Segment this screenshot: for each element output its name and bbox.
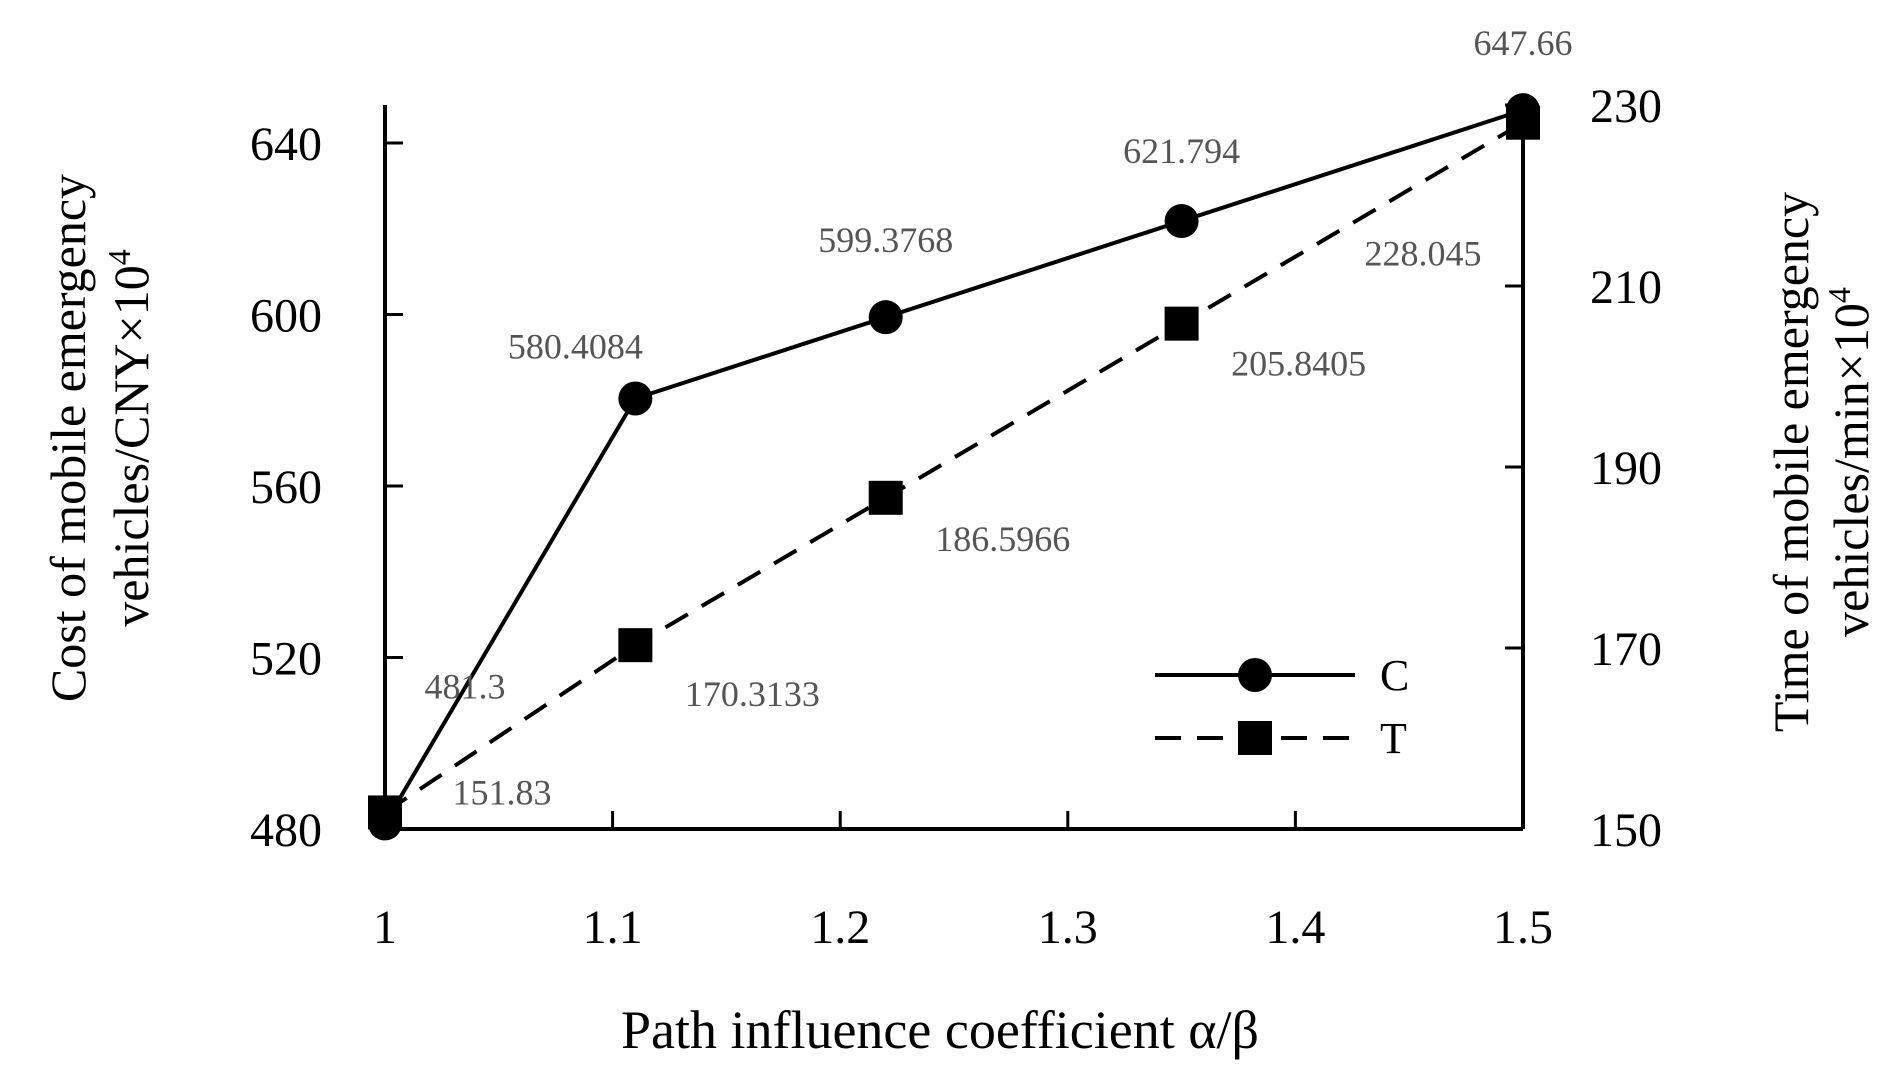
series-line-T [383, 120, 1525, 815]
y-left-title-line1: Cost of mobile emergency [40, 174, 96, 702]
data-label-T: 151.83 [453, 772, 552, 812]
y-left-tick-label: 560 [250, 461, 322, 514]
x-tick-label: 1.5 [1493, 901, 1553, 954]
legend-label-T: T [1380, 714, 1407, 763]
y-left-tick-label: 640 [250, 118, 322, 171]
legend-marker-T [1238, 721, 1272, 755]
y-left-title-line2-text: vehicles/CNY×10 [103, 265, 159, 626]
axes: 1 1.1 1.2 1.3 1.4 1.5 480 520 560 600 640 150 170 190… [250, 80, 1662, 954]
series-point-T [1164, 306, 1199, 341]
y-left-tick-label: 600 [250, 290, 322, 343]
y-right-tick-label: 210 [1590, 261, 1662, 314]
series-point-C [618, 381, 653, 416]
data-labels: 481.3 580.4084 599.3768 621.794 647.66 151.83… [425, 23, 1573, 812]
series-point-T [868, 480, 903, 515]
x-axis-title: Path influence coefficient α/β [621, 1000, 1259, 1060]
y-right-title-line2-text: vehicles/min×10 [1823, 303, 1879, 637]
series-point-C [1164, 204, 1199, 239]
data-label-C: 621.794 [1123, 131, 1240, 171]
x-tick-label: 1.4 [1265, 901, 1325, 954]
y-right-tick-label: 170 [1590, 623, 1662, 676]
legend-label-C: C [1380, 651, 1409, 700]
series-point-T [368, 795, 402, 830]
series-line-C [383, 108, 1524, 825]
y-left-title-line2: vehicles/CNY×104 [101, 249, 159, 626]
data-label-T: 186.5966 [935, 519, 1070, 559]
y-right-tick-label: 190 [1590, 442, 1662, 495]
series-point-C [868, 300, 903, 335]
data-label-T: 228.045 [1365, 234, 1482, 274]
y-right-tick-label: 150 [1590, 804, 1662, 857]
y-right-title-sup: 4 [1821, 287, 1857, 303]
y-left-tick-label: 480 [250, 804, 322, 857]
legend-marker-C [1238, 658, 1272, 692]
y-right-title-line2: vehicles/min×104 [1821, 287, 1879, 637]
y-right-title-line1: Time of mobile emergency [1763, 192, 1819, 732]
x-tick-label: 1.2 [810, 901, 870, 954]
data-label-C: 481.3 [425, 666, 506, 706]
series-layer [368, 93, 1540, 841]
data-label-C: 599.3768 [818, 220, 953, 260]
y-left-title-sup: 4 [101, 249, 137, 265]
y-left-tick-label: 520 [250, 633, 322, 686]
data-label-C: 647.66 [1474, 23, 1573, 63]
data-label-T: 205.8405 [1231, 344, 1366, 384]
x-tick-label: 1 [373, 901, 397, 954]
series-point-T [618, 628, 653, 663]
y-right-tick-label: 230 [1590, 80, 1662, 133]
legend: CT [1155, 651, 1409, 763]
data-label-T: 170.3133 [685, 674, 820, 714]
series-point-T [1506, 105, 1540, 140]
data-label-C: 580.4084 [508, 326, 643, 366]
x-tick-label: 1.3 [1038, 901, 1098, 954]
x-tick-label: 1.1 [583, 901, 643, 954]
